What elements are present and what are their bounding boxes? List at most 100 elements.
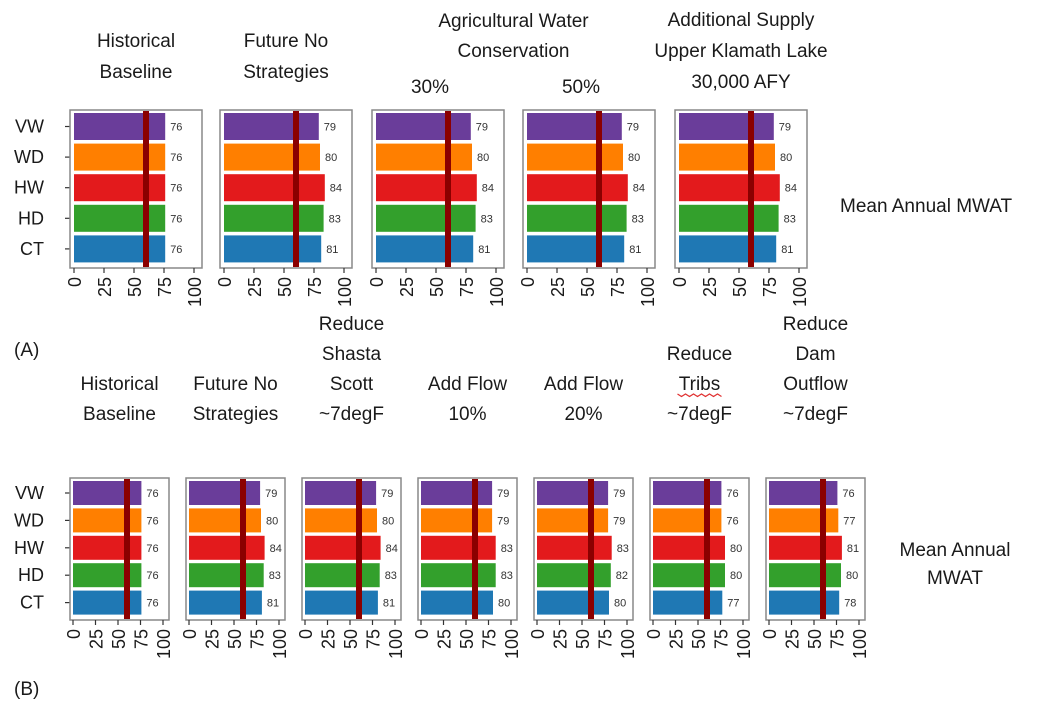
data-label: 79 [627,122,639,134]
facet-title: Reduce [319,314,385,335]
threshold-line [588,479,594,619]
panel-label: (B) [14,679,39,700]
data-label: 84 [785,183,797,195]
x-tick-label: 50 [578,277,598,297]
bar-hw [73,535,142,560]
data-label: 84 [633,183,645,195]
bar-vw [653,481,722,505]
data-label: 79 [324,122,336,134]
facet-4: Add Flow 20% 79 79 83 82 80 0 25 50 75 100 [528,374,638,659]
bar-ct [421,590,493,615]
bar-hw [189,535,265,560]
x-tick-label: 50 [275,277,295,297]
bar-wd [189,508,261,533]
facet-title: Reduce [667,344,733,365]
data-label: 79 [381,488,393,500]
x-tick-label: 0 [760,629,780,639]
bar-hd [527,204,627,232]
x-tick-label: 0 [65,277,85,287]
data-label: 83 [501,543,513,555]
x-tick-label: 75 [712,629,732,649]
x-tick-label: 50 [457,629,477,649]
bar-ct [73,590,142,615]
data-label: 81 [629,244,641,256]
x-tick-label: 100 [487,277,507,307]
x-tick-label: 75 [596,629,616,649]
data-label: 80 [730,543,742,555]
data-label: 84 [330,183,342,195]
x-tick-label: 25 [700,277,720,297]
facet-title: Shasta [322,344,382,365]
bar-ct [74,235,166,263]
x-tick-label: 25 [95,277,115,297]
bar-hw [224,174,325,202]
bar-wd [679,143,775,171]
bar-ct [305,590,378,615]
bar-vw [527,113,622,140]
x-tick-label: 100 [270,629,290,659]
bar-wd [653,508,722,533]
facet-4: Additional Supply Upper Klamath Lake 30,00… [654,10,827,307]
threshold-line [293,111,299,267]
x-tick-label: 25 [203,629,223,649]
data-label: 79 [497,488,509,500]
data-label: 83 [617,543,629,555]
data-label: 84 [482,183,494,195]
data-label: 80 [325,152,337,164]
data-label: 80 [382,515,394,527]
facet-title: Reduce [783,314,849,335]
bar-wd [769,508,839,533]
x-tick-label: 0 [296,629,316,639]
data-label: 83 [501,570,513,582]
group-title: Agricultural Water [438,11,589,32]
bar-hd [305,563,380,588]
data-label: 80 [780,152,792,164]
bar-ct [653,590,723,615]
x-tick-label: 100 [638,277,658,307]
category-label-hw: HW [14,178,44,198]
data-label: 78 [844,598,856,610]
data-label: 76 [146,515,158,527]
x-tick-label: 75 [828,629,848,649]
data-label: 76 [170,152,182,164]
spellcheck-underline [677,393,722,398]
x-tick-label: 50 [109,629,129,649]
threshold-line [748,111,754,267]
x-tick-label: 75 [480,629,500,649]
bar-vw [769,481,838,505]
facet-title: Outflow [783,374,848,395]
facet-2: Reduce Shasta Scott ~7degF 79 80 84 83 81 0 25 50 75… [296,314,406,659]
bar-wd [376,143,472,171]
bar-vw [376,113,471,140]
facet-title: ~7degF [783,404,848,425]
data-label: 84 [386,543,398,555]
threshold-line [143,111,149,267]
bar-vw [224,113,319,140]
bar-wd [421,508,493,533]
bar-wd [537,508,609,533]
category-label-vw: VW [15,483,44,503]
x-tick-label: 50 [427,277,447,297]
chart-panel-1: (B) VW WD HW HD CT Historical Baseline 76 76 76 76 7… [14,314,1010,700]
bar-hd [189,563,264,588]
bar-hd [679,204,779,232]
x-tick-label: 75 [608,277,628,297]
x-tick-label: 25 [783,629,803,649]
facet-title: 10% [448,404,486,425]
data-label: 81 [383,598,395,610]
category-label-ct: CT [20,239,44,259]
facet-0: Historical Baseline 76 76 76 76 76 0 25 50 75 100 [65,31,205,307]
facet-title: 30,000 AFY [691,72,791,93]
chart-panel-0: (A) VW WD HW HD CT Historical Baseline 76 76 76 76 7… [14,10,1013,361]
data-label: 81 [781,244,793,256]
group-subtitle: 50% [562,77,600,98]
x-tick-label: 50 [689,629,709,649]
panel-label: (A) [14,340,39,361]
data-label: 79 [476,122,488,134]
facet-title: Tribs [679,374,721,395]
x-tick-label: 0 [215,277,235,287]
x-tick-label: 25 [435,629,455,649]
data-label: 77 [727,598,739,610]
x-tick-label: 75 [364,629,384,649]
bar-wd [224,143,320,171]
